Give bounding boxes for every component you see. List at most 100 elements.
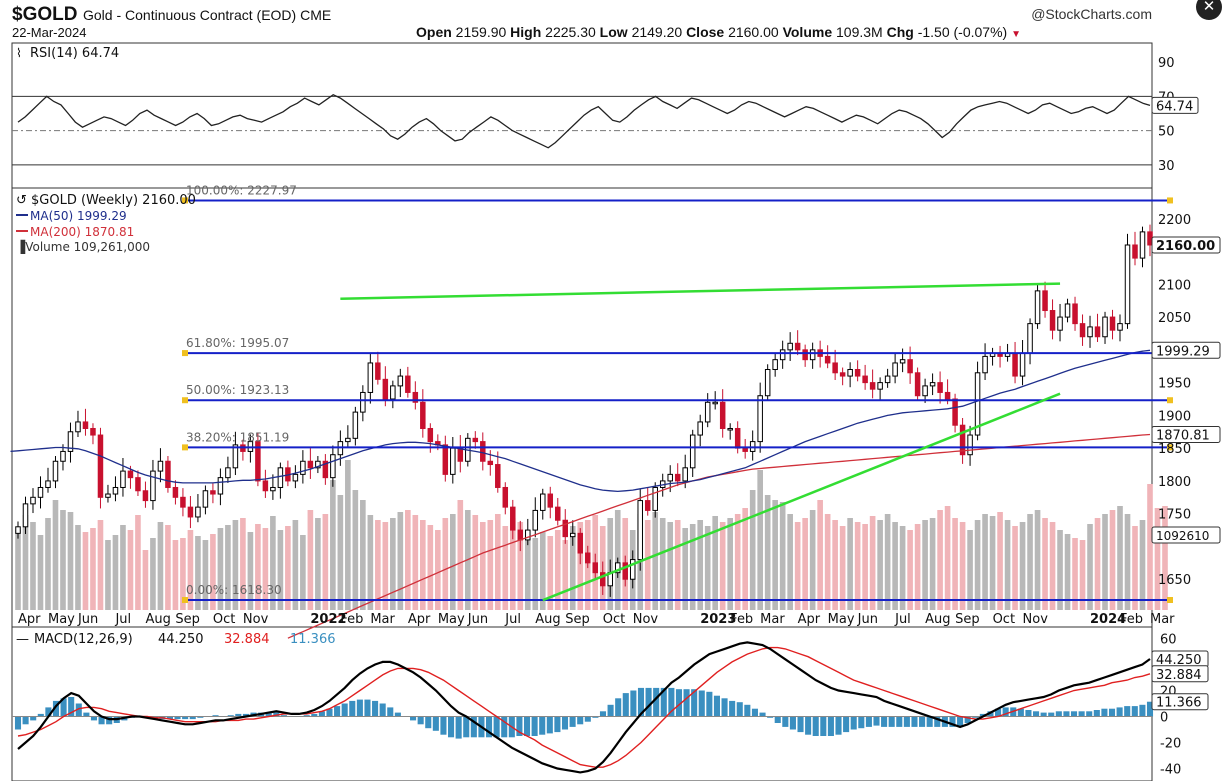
volume-label: Volume <box>782 24 833 40</box>
macd-histogram-bar <box>265 712 272 717</box>
candle-body <box>367 362 374 393</box>
price-candle <box>787 332 793 361</box>
candle-body <box>877 382 883 390</box>
x-axis-label: 2022 <box>310 612 346 627</box>
candle-body <box>974 372 981 436</box>
price-candle <box>202 485 209 515</box>
macd-histogram-bar <box>1048 712 1055 717</box>
candle-body <box>390 385 396 400</box>
candle-body <box>959 424 966 456</box>
macd-histogram-bar <box>812 716 819 736</box>
macd-histogram-bar <box>888 716 895 727</box>
candle-body <box>952 398 958 426</box>
volume-bar <box>907 530 913 610</box>
x-axis-label: Feb <box>1120 612 1143 627</box>
candle-body <box>809 349 816 361</box>
candle-body <box>892 362 898 377</box>
close-icon[interactable]: ✕ <box>1196 0 1222 20</box>
price-candle <box>824 345 831 369</box>
panel-frame <box>11 42 1153 189</box>
price-last-value-badge <box>1151 236 1221 254</box>
macd-signal-value: 32.884 <box>224 632 270 647</box>
price-candle <box>217 468 224 506</box>
macd-histogram-bar <box>744 704 751 717</box>
price-candle <box>367 353 374 404</box>
price-candle <box>570 520 576 546</box>
macd-histogram-bar <box>1093 710 1100 717</box>
price-candle <box>225 456 231 483</box>
price-candle <box>562 509 569 544</box>
x-axis-label: Feb <box>340 612 363 627</box>
fib-level-label: 38.20%: 1851.19 <box>186 430 289 444</box>
fib-anchor <box>182 350 188 357</box>
volume-bar <box>659 518 666 610</box>
rsi-last-badge <box>1151 96 1199 114</box>
x-axis-label: Nov <box>243 612 269 627</box>
candle-body <box>1072 303 1078 325</box>
source-watermark[interactable]: @StockCharts.com <box>1031 6 1152 22</box>
macd-histogram-bar <box>896 716 903 727</box>
x-axis-label: Aug <box>925 612 950 627</box>
macd-histogram-bar <box>957 716 964 727</box>
price-candle <box>555 497 561 526</box>
volume-bar <box>202 540 209 610</box>
price-candle <box>877 377 883 401</box>
price-candle <box>157 448 164 483</box>
x-axis-label: Jun <box>467 612 488 627</box>
price-candle <box>480 432 486 471</box>
macd-histogram-bar <box>470 716 477 738</box>
candle-body <box>944 391 951 400</box>
price-candle <box>914 367 921 401</box>
volume-bar <box>1132 526 1138 610</box>
price-candle <box>1087 315 1093 348</box>
volume-bar <box>322 514 329 610</box>
candle-body <box>52 460 59 482</box>
candle-body <box>120 470 126 488</box>
volume-bar <box>45 518 51 610</box>
rsi-line <box>17 93 1151 149</box>
volume-bar <box>165 525 171 610</box>
macd-histogram-bar <box>554 716 561 733</box>
macd-histogram-bar <box>37 713 44 717</box>
close-value: 2160.00 <box>728 24 779 40</box>
volume-bar <box>869 516 876 610</box>
price-candle <box>577 528 584 565</box>
x-axis-label: Jul <box>894 612 911 627</box>
macd-histogram-bar <box>372 700 379 717</box>
volume-bar <box>667 522 674 610</box>
macd-histogram-bar <box>577 716 584 725</box>
volume-bar <box>517 522 524 610</box>
candle-body <box>914 372 921 397</box>
macd-histogram-bar <box>539 716 546 735</box>
macd-tick-label: 60 <box>1160 633 1177 648</box>
macd-histogram-bar <box>865 716 872 727</box>
candle-body <box>1102 316 1108 338</box>
candle-body <box>262 480 269 492</box>
macd-histogram-bar <box>303 715 310 717</box>
open-label: Open <box>416 24 452 40</box>
volume-bar <box>899 526 906 610</box>
volume-bar <box>457 500 464 610</box>
candle-body <box>232 444 239 469</box>
candle-body <box>652 486 658 511</box>
macd-tick-label: -40 <box>1160 763 1181 778</box>
rsi-tick-label: 50 <box>1158 125 1175 140</box>
price-candle <box>742 438 748 459</box>
price-candle <box>802 344 808 367</box>
macd-histogram-bar <box>501 716 508 738</box>
macd-tick-label: 0 <box>1160 711 1168 726</box>
high-label: High <box>510 24 542 40</box>
volume-bar <box>554 530 561 610</box>
x-axis-label: Oct <box>603 612 625 627</box>
volume-bar <box>472 515 479 610</box>
volume-bar <box>97 520 104 610</box>
volume-bar <box>674 520 681 610</box>
candle-body <box>67 431 74 452</box>
macd-histogram-bar <box>964 716 971 723</box>
candle-body <box>427 427 434 443</box>
volume-bar <box>1139 520 1146 610</box>
candle-body <box>592 562 598 574</box>
x-axis-label: Aug <box>145 612 170 627</box>
candle-body <box>60 450 66 462</box>
candle-body <box>1132 244 1138 259</box>
